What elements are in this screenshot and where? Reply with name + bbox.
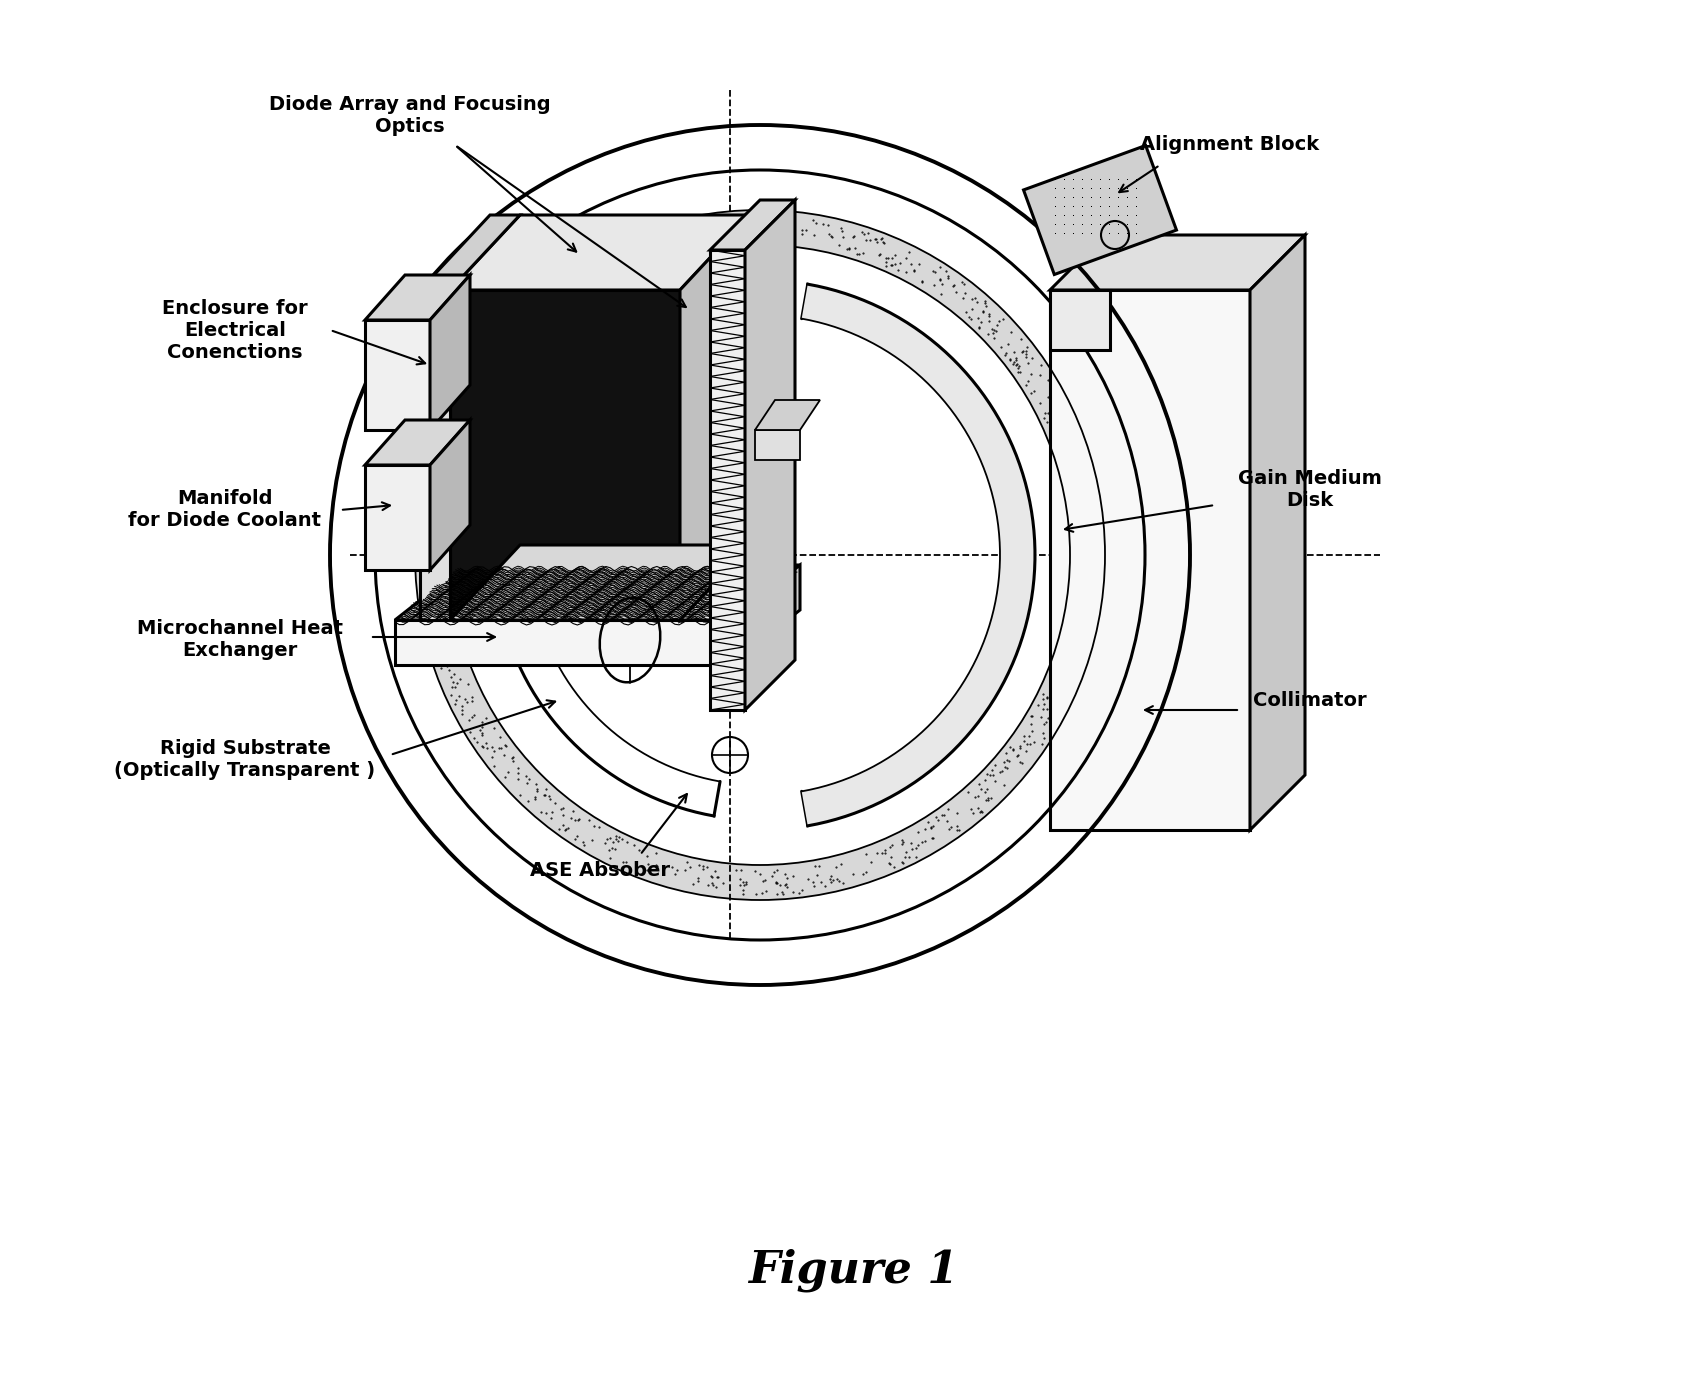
Text: Collimator: Collimator [1253,691,1366,710]
Text: Manifold
for Diode Coolant: Manifold for Diode Coolant [128,490,321,530]
Polygon shape [1250,234,1304,830]
Polygon shape [396,619,730,665]
Text: ASE Absober: ASE Absober [530,861,670,879]
Polygon shape [450,215,750,290]
Polygon shape [730,565,800,665]
Polygon shape [709,199,795,250]
Polygon shape [680,215,750,619]
Polygon shape [430,420,469,571]
Polygon shape [755,400,820,430]
Text: Alignment Block: Alignment Block [1139,135,1318,155]
Polygon shape [365,319,430,430]
Text: Diode Array and Focusing
Optics: Diode Array and Focusing Optics [269,95,551,135]
Polygon shape [419,290,450,619]
Polygon shape [755,430,800,460]
Text: Gain Medium
Disk: Gain Medium Disk [1238,470,1381,511]
Polygon shape [365,465,430,571]
Polygon shape [450,290,680,619]
Polygon shape [1049,234,1304,290]
Text: Enclosure for
Electrical
Conenctions: Enclosure for Electrical Conenctions [162,299,307,361]
Polygon shape [1049,290,1110,350]
Text: Rigid Substrate
(Optically Transparent ): Rigid Substrate (Optically Transparent ) [114,739,375,780]
Text: Figure 1: Figure 1 [747,1249,958,1292]
Polygon shape [745,199,795,710]
Polygon shape [1023,145,1176,275]
Polygon shape [414,211,1105,900]
Polygon shape [430,275,469,430]
Polygon shape [450,545,750,619]
Polygon shape [365,275,469,319]
Text: Microchannel Heat
Exchanger: Microchannel Heat Exchanger [136,619,343,660]
Polygon shape [1049,290,1250,830]
Polygon shape [365,420,469,465]
Polygon shape [396,565,800,619]
Polygon shape [709,250,745,710]
Polygon shape [419,215,520,290]
Polygon shape [801,285,1035,826]
